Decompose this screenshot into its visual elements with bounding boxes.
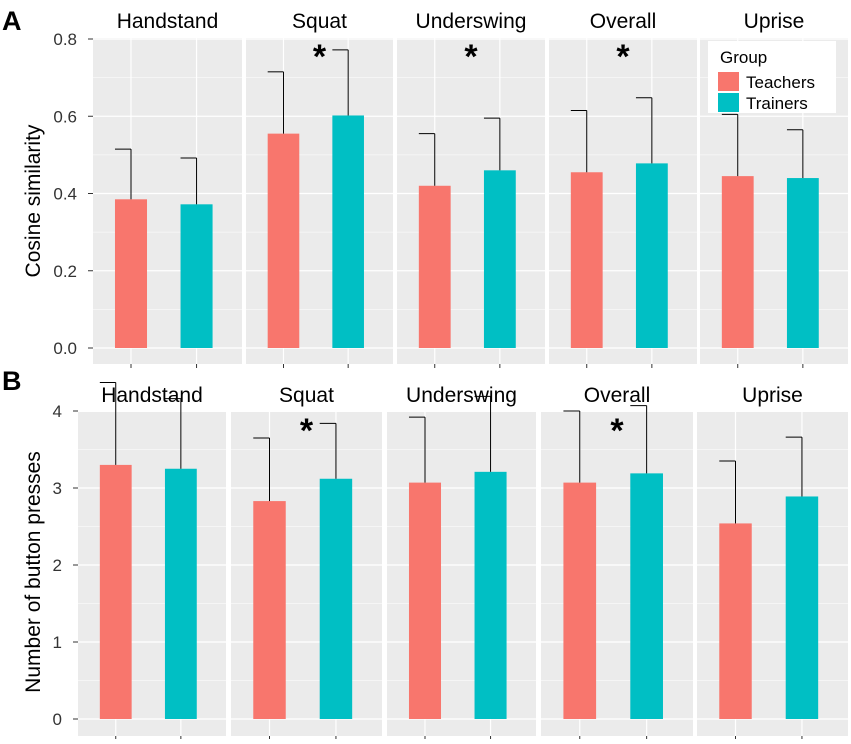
significance-marker: * bbox=[313, 38, 327, 76]
legend-swatch-trainers bbox=[718, 93, 739, 112]
y-tick-label: 0.6 bbox=[53, 107, 77, 126]
legend-label-trainers: Trainers bbox=[746, 94, 808, 113]
bar-teachers bbox=[719, 523, 752, 719]
panel-letter-a: A bbox=[2, 6, 22, 36]
legend-swatch-teachers bbox=[718, 72, 739, 91]
y-tick-label: 1 bbox=[53, 633, 62, 652]
bar-trainers bbox=[180, 204, 213, 348]
facet-strip bbox=[549, 4, 697, 38]
bar-trainers bbox=[483, 170, 516, 348]
facet-strip bbox=[697, 376, 848, 412]
facet-title: Handstand bbox=[117, 10, 219, 33]
facet-title: Underswing bbox=[406, 384, 517, 407]
facet-strip bbox=[387, 376, 536, 412]
legend-label-teachers: Teachers bbox=[746, 73, 815, 92]
bar-trainers bbox=[332, 115, 364, 348]
y-tick-label: 0 bbox=[53, 710, 62, 729]
facet-title: Handstand bbox=[101, 384, 203, 407]
bar-teachers bbox=[114, 199, 148, 348]
facet-title: Squat bbox=[292, 10, 347, 33]
y-tick-label: 3 bbox=[53, 479, 62, 498]
facet-title: Underswing bbox=[416, 10, 527, 33]
chart-b: B Number of button presses 0 1 2 3 4 Handstand S… bbox=[2, 366, 848, 740]
bar-teachers bbox=[418, 185, 451, 348]
legend-title: Group bbox=[720, 48, 767, 67]
facet-handstand: Handstand bbox=[93, 4, 242, 368]
chart-a: A Cosine similarity 0.0 0.2 0.4 0.6 0.8 Handsta… bbox=[2, 4, 848, 368]
panel-letter-b: B bbox=[2, 366, 22, 396]
bar-trainers bbox=[164, 468, 197, 719]
bar-trainers bbox=[319, 478, 353, 719]
bar-teachers bbox=[99, 464, 132, 719]
significance-marker: * bbox=[616, 38, 630, 76]
facet-overall: Overall * bbox=[549, 4, 697, 368]
bar-trainers bbox=[630, 473, 663, 719]
y-tick-label: 0.4 bbox=[53, 185, 77, 204]
bar-teachers bbox=[563, 482, 597, 719]
bar-teachers bbox=[267, 133, 300, 348]
y-tick-label: 0.0 bbox=[53, 339, 77, 358]
facet-underswing: Underswing bbox=[387, 376, 536, 740]
facet-title: Squat bbox=[279, 384, 334, 407]
bar-trainers bbox=[786, 178, 819, 348]
y-tick-label: 0.8 bbox=[53, 30, 77, 49]
facet-title: Uprise bbox=[742, 384, 803, 407]
y-tick-label: 4 bbox=[53, 402, 62, 421]
bar-trainers bbox=[635, 163, 668, 348]
facet-title: Overall bbox=[584, 384, 651, 407]
facet-squat: Squat * bbox=[246, 4, 393, 368]
bar-teachers bbox=[721, 176, 754, 348]
facet-squat: Squat * bbox=[231, 376, 382, 740]
facet-title: Uprise bbox=[744, 10, 805, 33]
y-tick-label: 2 bbox=[53, 556, 62, 575]
facet-strip bbox=[231, 376, 382, 412]
facet-strip bbox=[541, 376, 693, 412]
facet-title: Overall bbox=[590, 10, 657, 33]
facet-strip bbox=[700, 4, 848, 38]
facet-handstand: Handstand bbox=[78, 376, 226, 740]
facet-uprise: Uprise bbox=[697, 376, 848, 740]
significance-marker: * bbox=[464, 38, 478, 76]
facet-strip bbox=[397, 4, 545, 38]
facet-strip bbox=[78, 376, 226, 412]
significance-marker: * bbox=[300, 412, 314, 450]
y-axis-label: Cosine similarity bbox=[22, 124, 45, 277]
bar-teachers bbox=[408, 482, 442, 719]
bar-teachers bbox=[570, 172, 603, 348]
facet-strip bbox=[93, 4, 242, 38]
significance-marker: * bbox=[610, 412, 624, 450]
y-tick-label: 0.2 bbox=[53, 262, 77, 281]
bar-trainers bbox=[785, 496, 819, 719]
legend: Group Teachers Trainers bbox=[708, 41, 836, 113]
facet-underswing: Underswing * bbox=[397, 4, 545, 368]
bar-trainers bbox=[474, 471, 507, 719]
facet-strip bbox=[246, 4, 393, 38]
facet-overall: Overall * bbox=[541, 376, 693, 740]
bar-teachers bbox=[253, 501, 286, 719]
y-axis-label: Number of button presses bbox=[22, 451, 45, 693]
